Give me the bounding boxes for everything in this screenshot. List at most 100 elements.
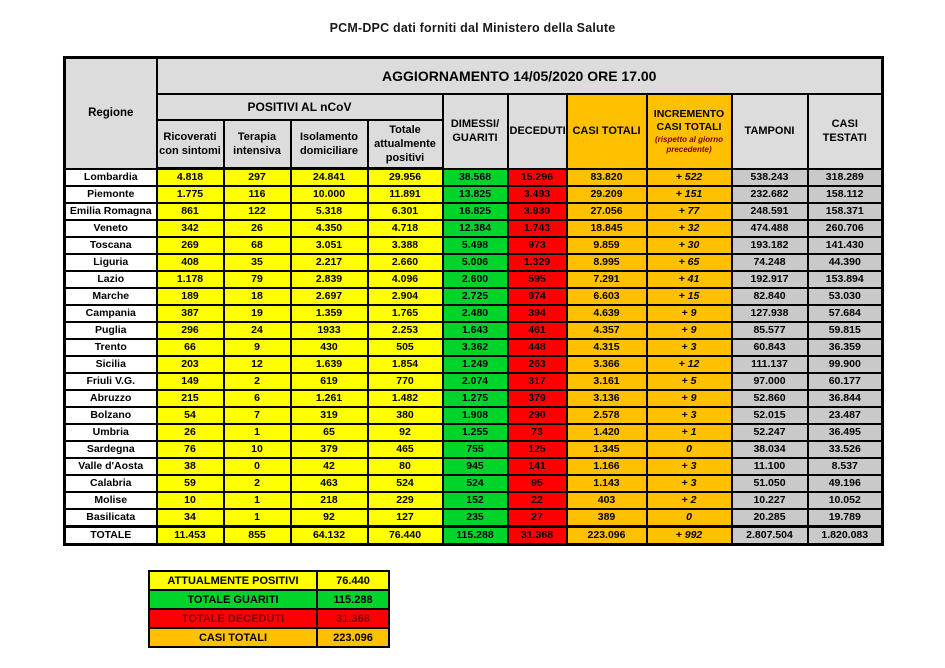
isolamento-value: 619	[289, 372, 369, 391]
table-row: Piemonte 1.775 116 10.000 11.891 13.825 3.493 2…	[63, 185, 884, 204]
terapia-intensiva-value: 122	[222, 202, 292, 221]
ricoverati-value: 1.775	[155, 185, 225, 204]
dimessi-guariti-value: 1.908	[441, 406, 509, 425]
totale-positivi-value: 80	[366, 457, 444, 476]
incremento-value: + 151	[645, 185, 733, 204]
table-row: Basilicata 34 1 92 127 235 27 389 0 20.285 19.789	[63, 508, 884, 528]
casi-totali-value: 18.845	[565, 219, 648, 238]
region-name: Friuli V.G.	[63, 372, 158, 391]
incremento-value: + 9	[645, 304, 733, 323]
casi-testati-value: 53.030	[806, 287, 884, 306]
casi-totali-value: 389	[565, 508, 648, 528]
isolamento-value: 1.261	[289, 389, 369, 408]
terapia-intensiva-value: 24	[222, 321, 292, 340]
region-name: Emilia Romagna	[63, 202, 158, 221]
casi-totali-value: 4.357	[565, 321, 648, 340]
casi-totali-value: 8.995	[565, 253, 648, 272]
ricoverati-value: 269	[155, 236, 225, 255]
deceduti-value: 22	[506, 491, 568, 510]
isolamento-value: 2.697	[289, 287, 369, 306]
casi-testati-value: 60.177	[806, 372, 884, 391]
casi-totali-value: 4.639	[565, 304, 648, 323]
table-row: Molise 10 1 218 229 152 22 403 + 2 10.227 10.052	[63, 491, 884, 510]
terapia-intensiva-value: 26	[222, 219, 292, 238]
isolamento-value: 463	[289, 474, 369, 493]
header-casi-testati: CASI TESTATI	[806, 93, 884, 170]
casi-testati-value: 158.112	[806, 185, 884, 204]
header-positivi-group: POSITIVI AL nCoV	[155, 93, 444, 121]
isolamento-value: 65	[289, 423, 369, 442]
casi-testati-value: 36.844	[806, 389, 884, 408]
incremento-value: + 15	[645, 287, 733, 306]
deceduti-value: 263	[506, 355, 568, 374]
summary-value: 223.096	[316, 627, 390, 648]
totale-positivi-value: 76.440	[366, 525, 444, 546]
ricoverati-value: 387	[155, 304, 225, 323]
casi-totali-value: 4.315	[565, 338, 648, 357]
casi-testati-value: 1.820.083	[806, 525, 884, 546]
table-row: Sardegna 76 10 379 465 755 125 1.345 0 38.034 33.5…	[63, 440, 884, 459]
isolamento-value: 2.839	[289, 270, 369, 289]
incremento-value: + 3	[645, 457, 733, 476]
table-row: Puglia 296 24 1933 2.253 1.643 461 4.357 + 9 85.5…	[63, 321, 884, 340]
deceduti-value: 125	[506, 440, 568, 459]
tamponi-value: 85.577	[730, 321, 809, 340]
region-name: Piemonte	[63, 185, 158, 204]
region-name: Lazio	[63, 270, 158, 289]
region-name: Lombardia	[63, 167, 158, 187]
summary-label: CASI TOTALI	[148, 627, 318, 648]
casi-testati-value: 141.430	[806, 236, 884, 255]
incremento-value: + 3	[645, 474, 733, 493]
isolamento-value: 24.841	[289, 167, 369, 187]
ricoverati-value: 66	[155, 338, 225, 357]
ricoverati-value: 215	[155, 389, 225, 408]
deceduti-value: 95	[506, 474, 568, 493]
update-banner: AGGIORNAMENTO 14/05/2020 ORE 17.00	[155, 56, 884, 95]
totale-positivi-value: 2.660	[366, 253, 444, 272]
header-casi-totali: CASI TOTALI	[565, 93, 648, 170]
ricoverati-value: 59	[155, 474, 225, 493]
summary-row: CASI TOTALI 223.096	[148, 627, 390, 648]
summary-value: 76.440	[316, 570, 390, 591]
header-incremento-title: INCREMENTO CASI TOTALI	[653, 108, 725, 134]
casi-testati-value: 36.359	[806, 338, 884, 357]
summary-value: 31.368	[316, 608, 390, 629]
dimessi-guariti-value: 945	[441, 457, 509, 476]
tamponi-value: 20.285	[730, 508, 809, 528]
dimessi-guariti-value: 2.725	[441, 287, 509, 306]
totale-positivi-value: 11.891	[366, 185, 444, 204]
totale-positivi-value: 4.096	[366, 270, 444, 289]
isolamento-value: 10.000	[289, 185, 369, 204]
header-isolamento: Isolamento domiciliare	[289, 119, 369, 170]
table-row: Veneto 342 26 4.350 4.718 12.384 1.743 18.845 + …	[63, 219, 884, 238]
isolamento-value: 5.318	[289, 202, 369, 221]
casi-testati-value: 260.706	[806, 219, 884, 238]
incremento-value: + 3	[645, 338, 733, 357]
totale-positivi-value: 770	[366, 372, 444, 391]
dimessi-guariti-value: 1.275	[441, 389, 509, 408]
casi-testati-value: 8.537	[806, 457, 884, 476]
region-name: Toscana	[63, 236, 158, 255]
isolamento-value: 2.217	[289, 253, 369, 272]
summary-label: TOTALE GUARITI	[148, 589, 318, 610]
dimessi-guariti-value: 2.074	[441, 372, 509, 391]
totale-positivi-value: 127	[366, 508, 444, 528]
totale-positivi-value: 3.388	[366, 236, 444, 255]
terapia-intensiva-value: 2	[222, 474, 292, 493]
terapia-intensiva-value: 2	[222, 372, 292, 391]
incremento-value: + 30	[645, 236, 733, 255]
tamponi-value: 38.034	[730, 440, 809, 459]
isolamento-value: 1.639	[289, 355, 369, 374]
ricoverati-value: 76	[155, 440, 225, 459]
total-row: TOTALE 11.453 855 64.132 76.440 115.288 31.368…	[63, 525, 884, 546]
summary-label: ATTUALMENTE POSITIVI	[148, 570, 318, 591]
terapia-intensiva-value: 1	[222, 508, 292, 528]
dimessi-guariti-value: 2.600	[441, 270, 509, 289]
header-incremento: INCREMENTO CASI TOTALI (rispetto al gior…	[645, 93, 733, 170]
casi-testati-value: 33.526	[806, 440, 884, 459]
ricoverati-value: 4.818	[155, 167, 225, 187]
region-name: Valle d'Aosta	[63, 457, 158, 476]
region-name: Veneto	[63, 219, 158, 238]
page-title: PCM-DPC dati forniti dal Ministero della…	[329, 21, 616, 35]
dimessi-guariti-value: 3.362	[441, 338, 509, 357]
